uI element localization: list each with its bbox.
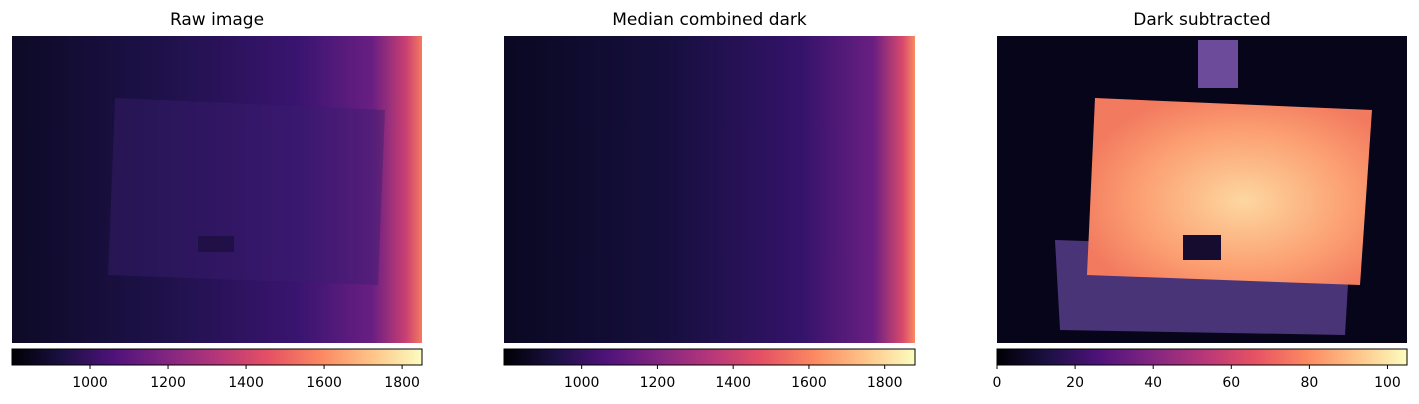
- tick-label: 1800: [384, 375, 420, 391]
- colorbar: [996, 348, 1408, 366]
- tick-label: 20: [1066, 375, 1084, 391]
- panel-title: Dark subtracted: [1133, 10, 1271, 30]
- tick-label: 1000: [72, 375, 108, 391]
- panel-title: Median combined dark: [612, 10, 807, 30]
- colorbar: [503, 348, 916, 366]
- tick-label: 1000: [564, 375, 600, 391]
- image: [504, 36, 915, 343]
- tick-label: 100: [1374, 375, 1401, 391]
- tick-label: 0: [993, 375, 1002, 391]
- tick-label: 60: [1222, 375, 1240, 391]
- image-feature: [198, 236, 234, 252]
- image-feature: [1087, 98, 1372, 285]
- image-panel: [12, 36, 422, 343]
- tick-label: 1400: [715, 375, 751, 391]
- tick-label: 1200: [150, 375, 186, 391]
- tick-label: 40: [1144, 375, 1162, 391]
- tick-label: 1800: [867, 375, 903, 391]
- image-panel: [997, 36, 1407, 343]
- image-feature: [1198, 40, 1238, 88]
- image-feature: [1183, 235, 1221, 260]
- tick-label: 1600: [791, 375, 827, 391]
- colorbar: [11, 348, 423, 366]
- tick-label: 1600: [306, 375, 342, 391]
- panel-title: Raw image: [170, 10, 264, 30]
- tick-label: 1200: [640, 375, 676, 391]
- image-feature: [108, 98, 385, 285]
- tick-label: 1400: [228, 375, 264, 391]
- image: [12, 36, 422, 343]
- tick-label: 80: [1300, 375, 1318, 391]
- image-panel: [504, 36, 915, 343]
